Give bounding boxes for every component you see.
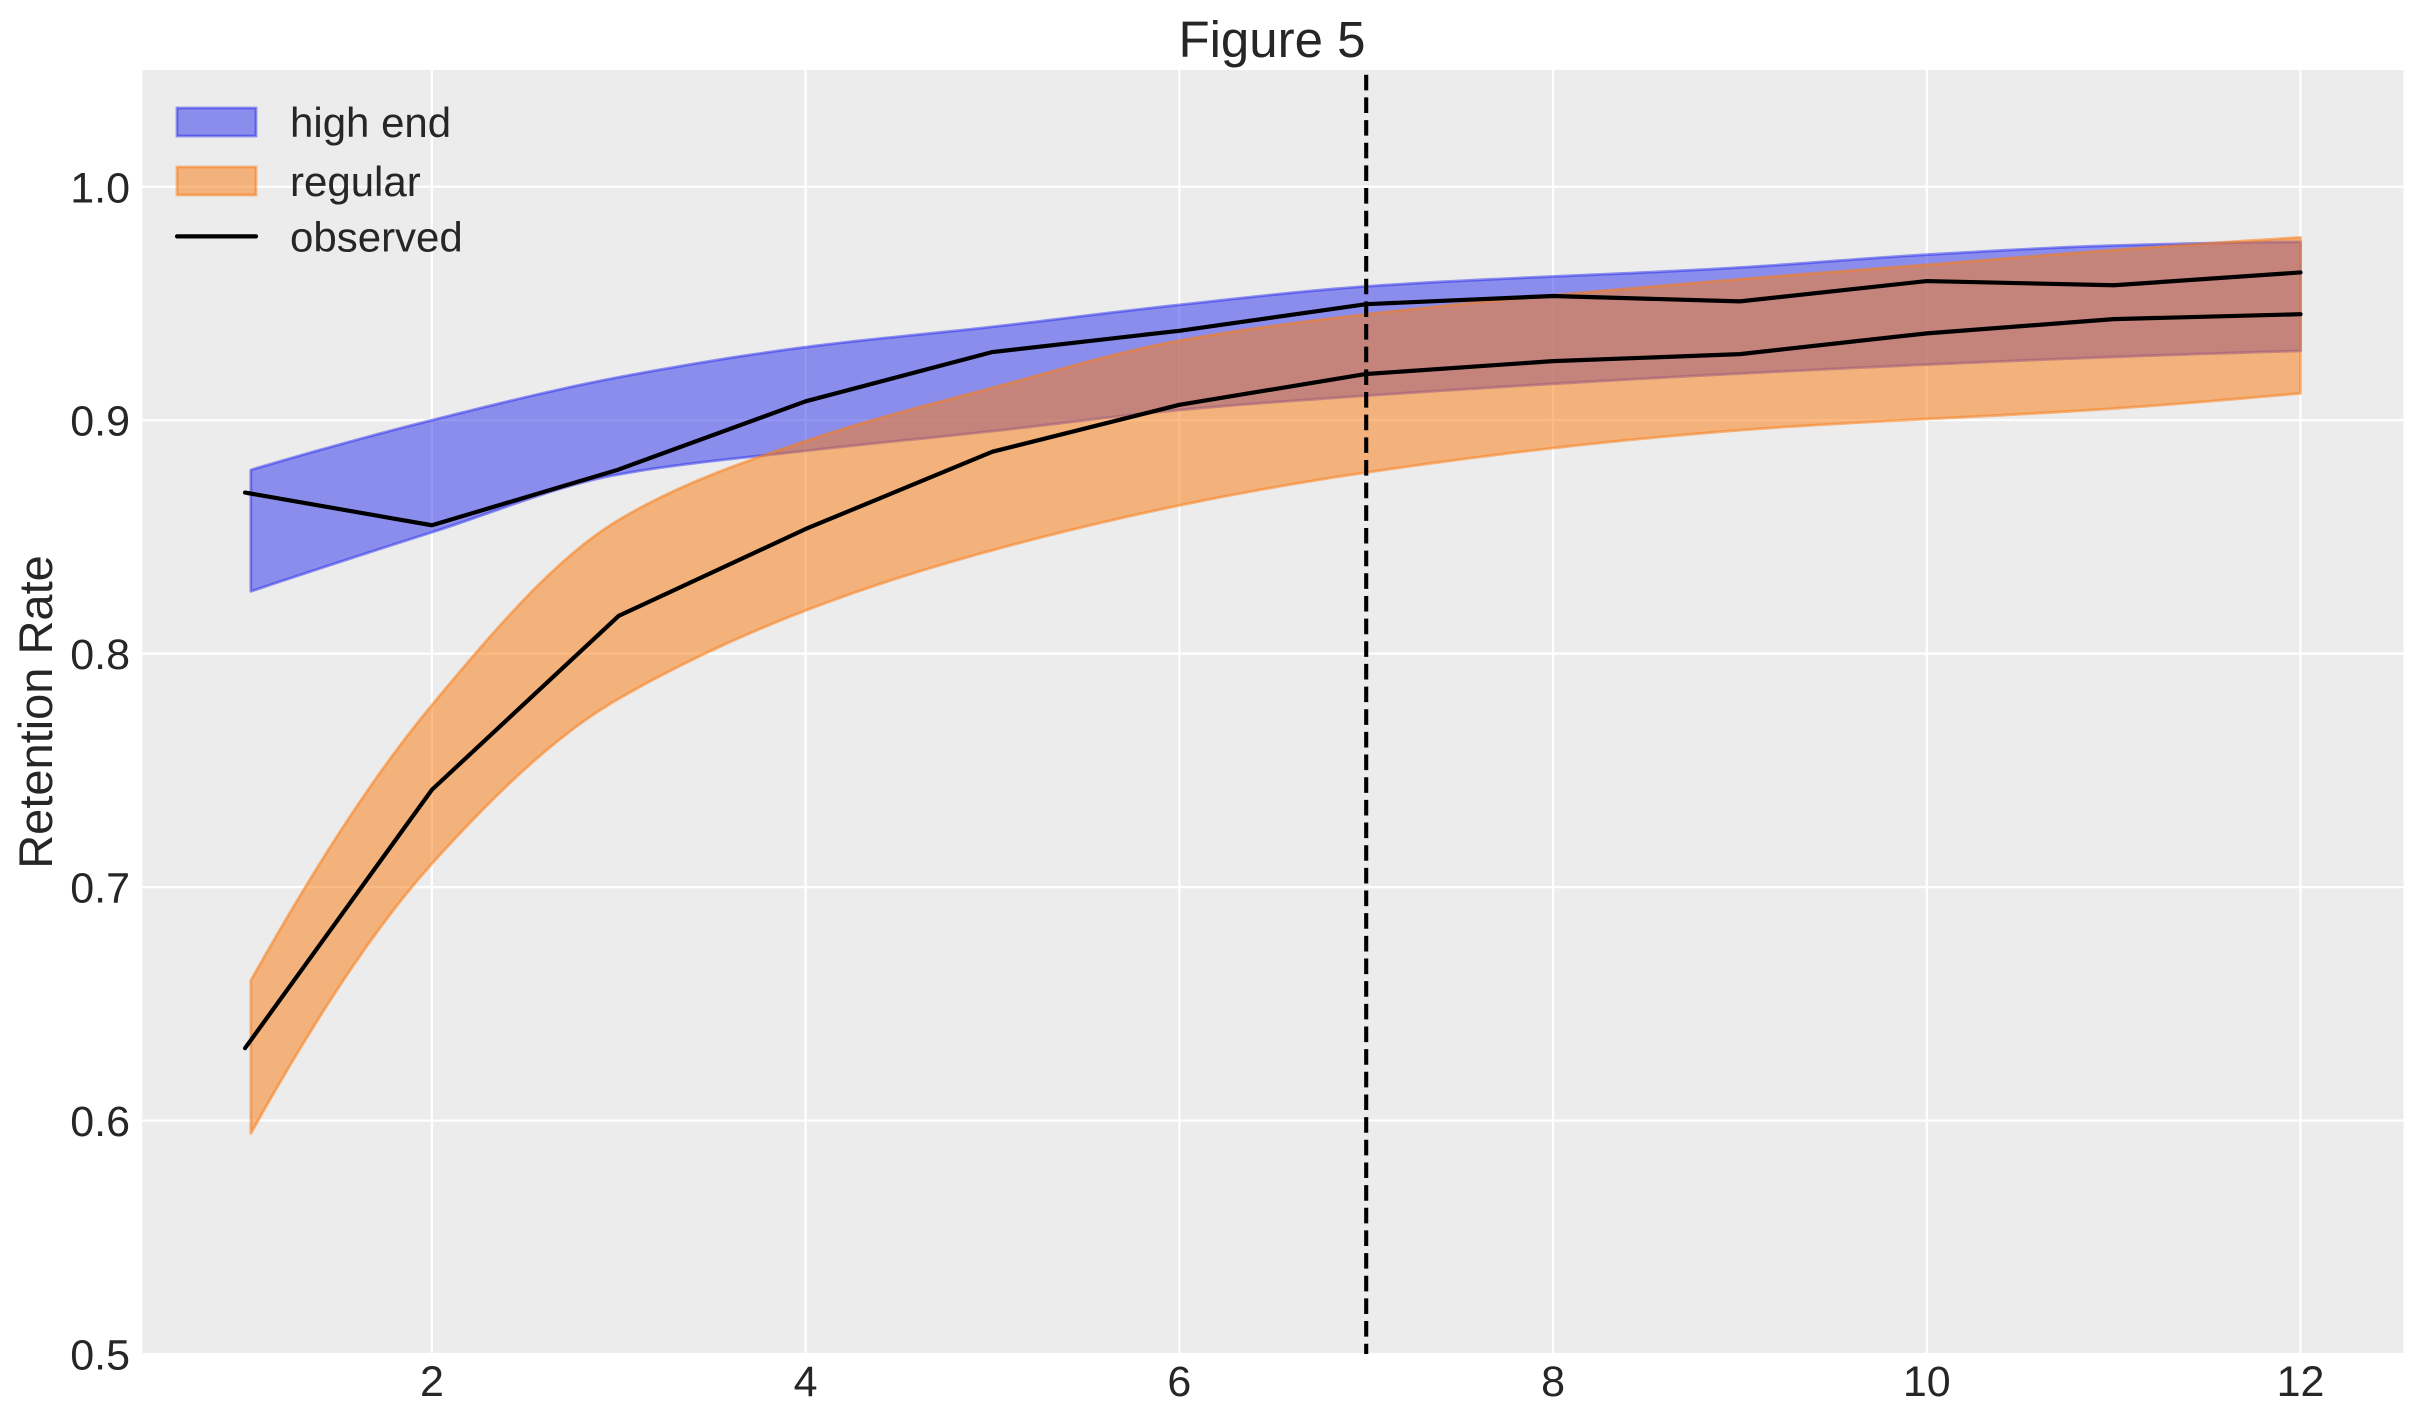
svg-text:0.9: 0.9 [70, 398, 130, 446]
svg-text:1.0: 1.0 [70, 164, 130, 212]
svg-text:12: 12 [2277, 1358, 2325, 1406]
svg-text:2: 2 [420, 1358, 444, 1406]
svg-text:0.8: 0.8 [70, 631, 130, 679]
svg-text:6: 6 [1167, 1358, 1191, 1406]
svg-text:10: 10 [1903, 1358, 1951, 1406]
svg-text:8: 8 [1541, 1358, 1565, 1406]
svg-text:Figure 5: Figure 5 [1178, 11, 1365, 68]
svg-text:observed: observed [290, 213, 463, 260]
svg-text:Retention Rate: Retention Rate [9, 555, 62, 869]
svg-text:high end: high end [290, 99, 451, 146]
svg-text:0.7: 0.7 [70, 865, 130, 913]
svg-text:4: 4 [794, 1358, 818, 1406]
svg-text:0.5: 0.5 [70, 1332, 130, 1380]
svg-text:regular: regular [290, 158, 421, 205]
svg-text:0.6: 0.6 [70, 1098, 130, 1146]
